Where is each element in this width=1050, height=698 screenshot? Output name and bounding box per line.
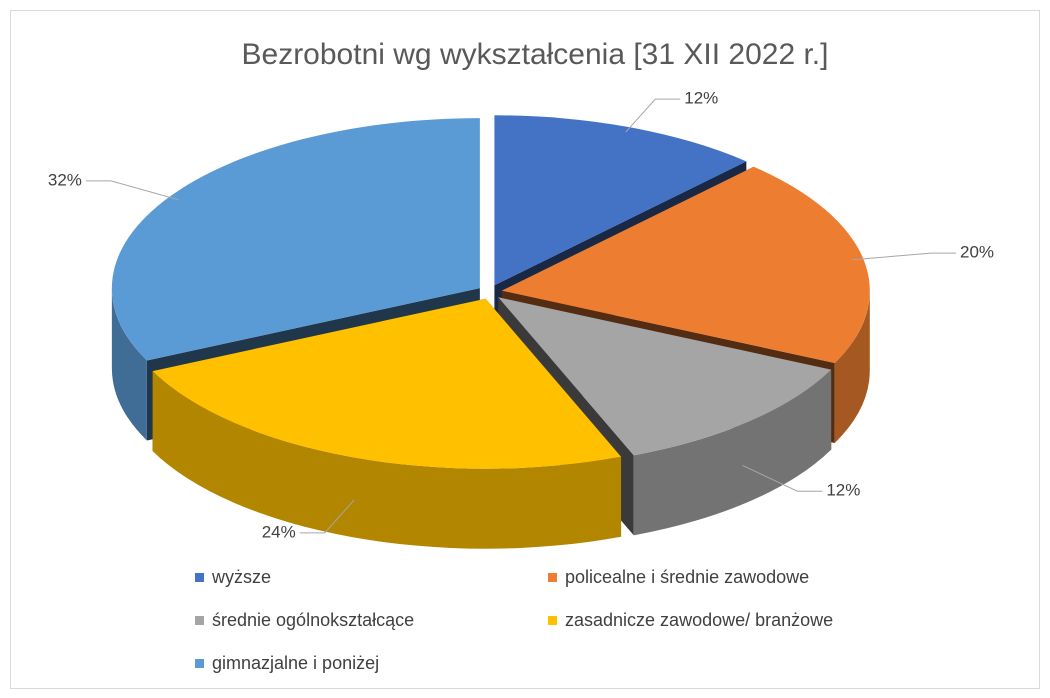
slice	[494, 115, 747, 286]
leader-line	[742, 465, 823, 492]
leader-line	[85, 180, 179, 201]
legend-marker	[195, 573, 204, 582]
legend-marker	[548, 616, 557, 625]
outer-wall	[111, 288, 147, 441]
data-label: 12%	[826, 481, 860, 500]
slice	[498, 297, 832, 456]
legend-label: policealne i średnie zawodowe	[565, 567, 809, 587]
leader-line	[852, 252, 957, 261]
outer-wall	[834, 290, 870, 444]
chart-title: Bezrobotni wg wykształcenia [31 XII 2022…	[242, 38, 829, 71]
legend-marker	[548, 573, 557, 582]
legend-marker	[195, 616, 204, 625]
outer-wall	[152, 371, 622, 549]
legend-label: zasadnicze zawodowe/ branżowe	[565, 610, 833, 630]
slice	[111, 118, 480, 361]
legend-label: średnie ogólnokształcące	[212, 610, 414, 630]
legend-label: gimnazjalne i poniżej	[212, 653, 379, 673]
outer-wall	[633, 369, 832, 536]
data-label: 12%	[684, 89, 718, 108]
leader-line	[299, 499, 355, 534]
legend-marker	[195, 659, 204, 668]
slice	[501, 166, 870, 364]
leader-line	[625, 98, 681, 133]
data-label: 32%	[48, 170, 82, 189]
slice	[152, 298, 622, 469]
legend-label: wyższe	[211, 567, 271, 587]
data-label: 24%	[262, 522, 296, 541]
data-label: 20%	[960, 243, 994, 262]
slice-tops	[111, 115, 870, 469]
